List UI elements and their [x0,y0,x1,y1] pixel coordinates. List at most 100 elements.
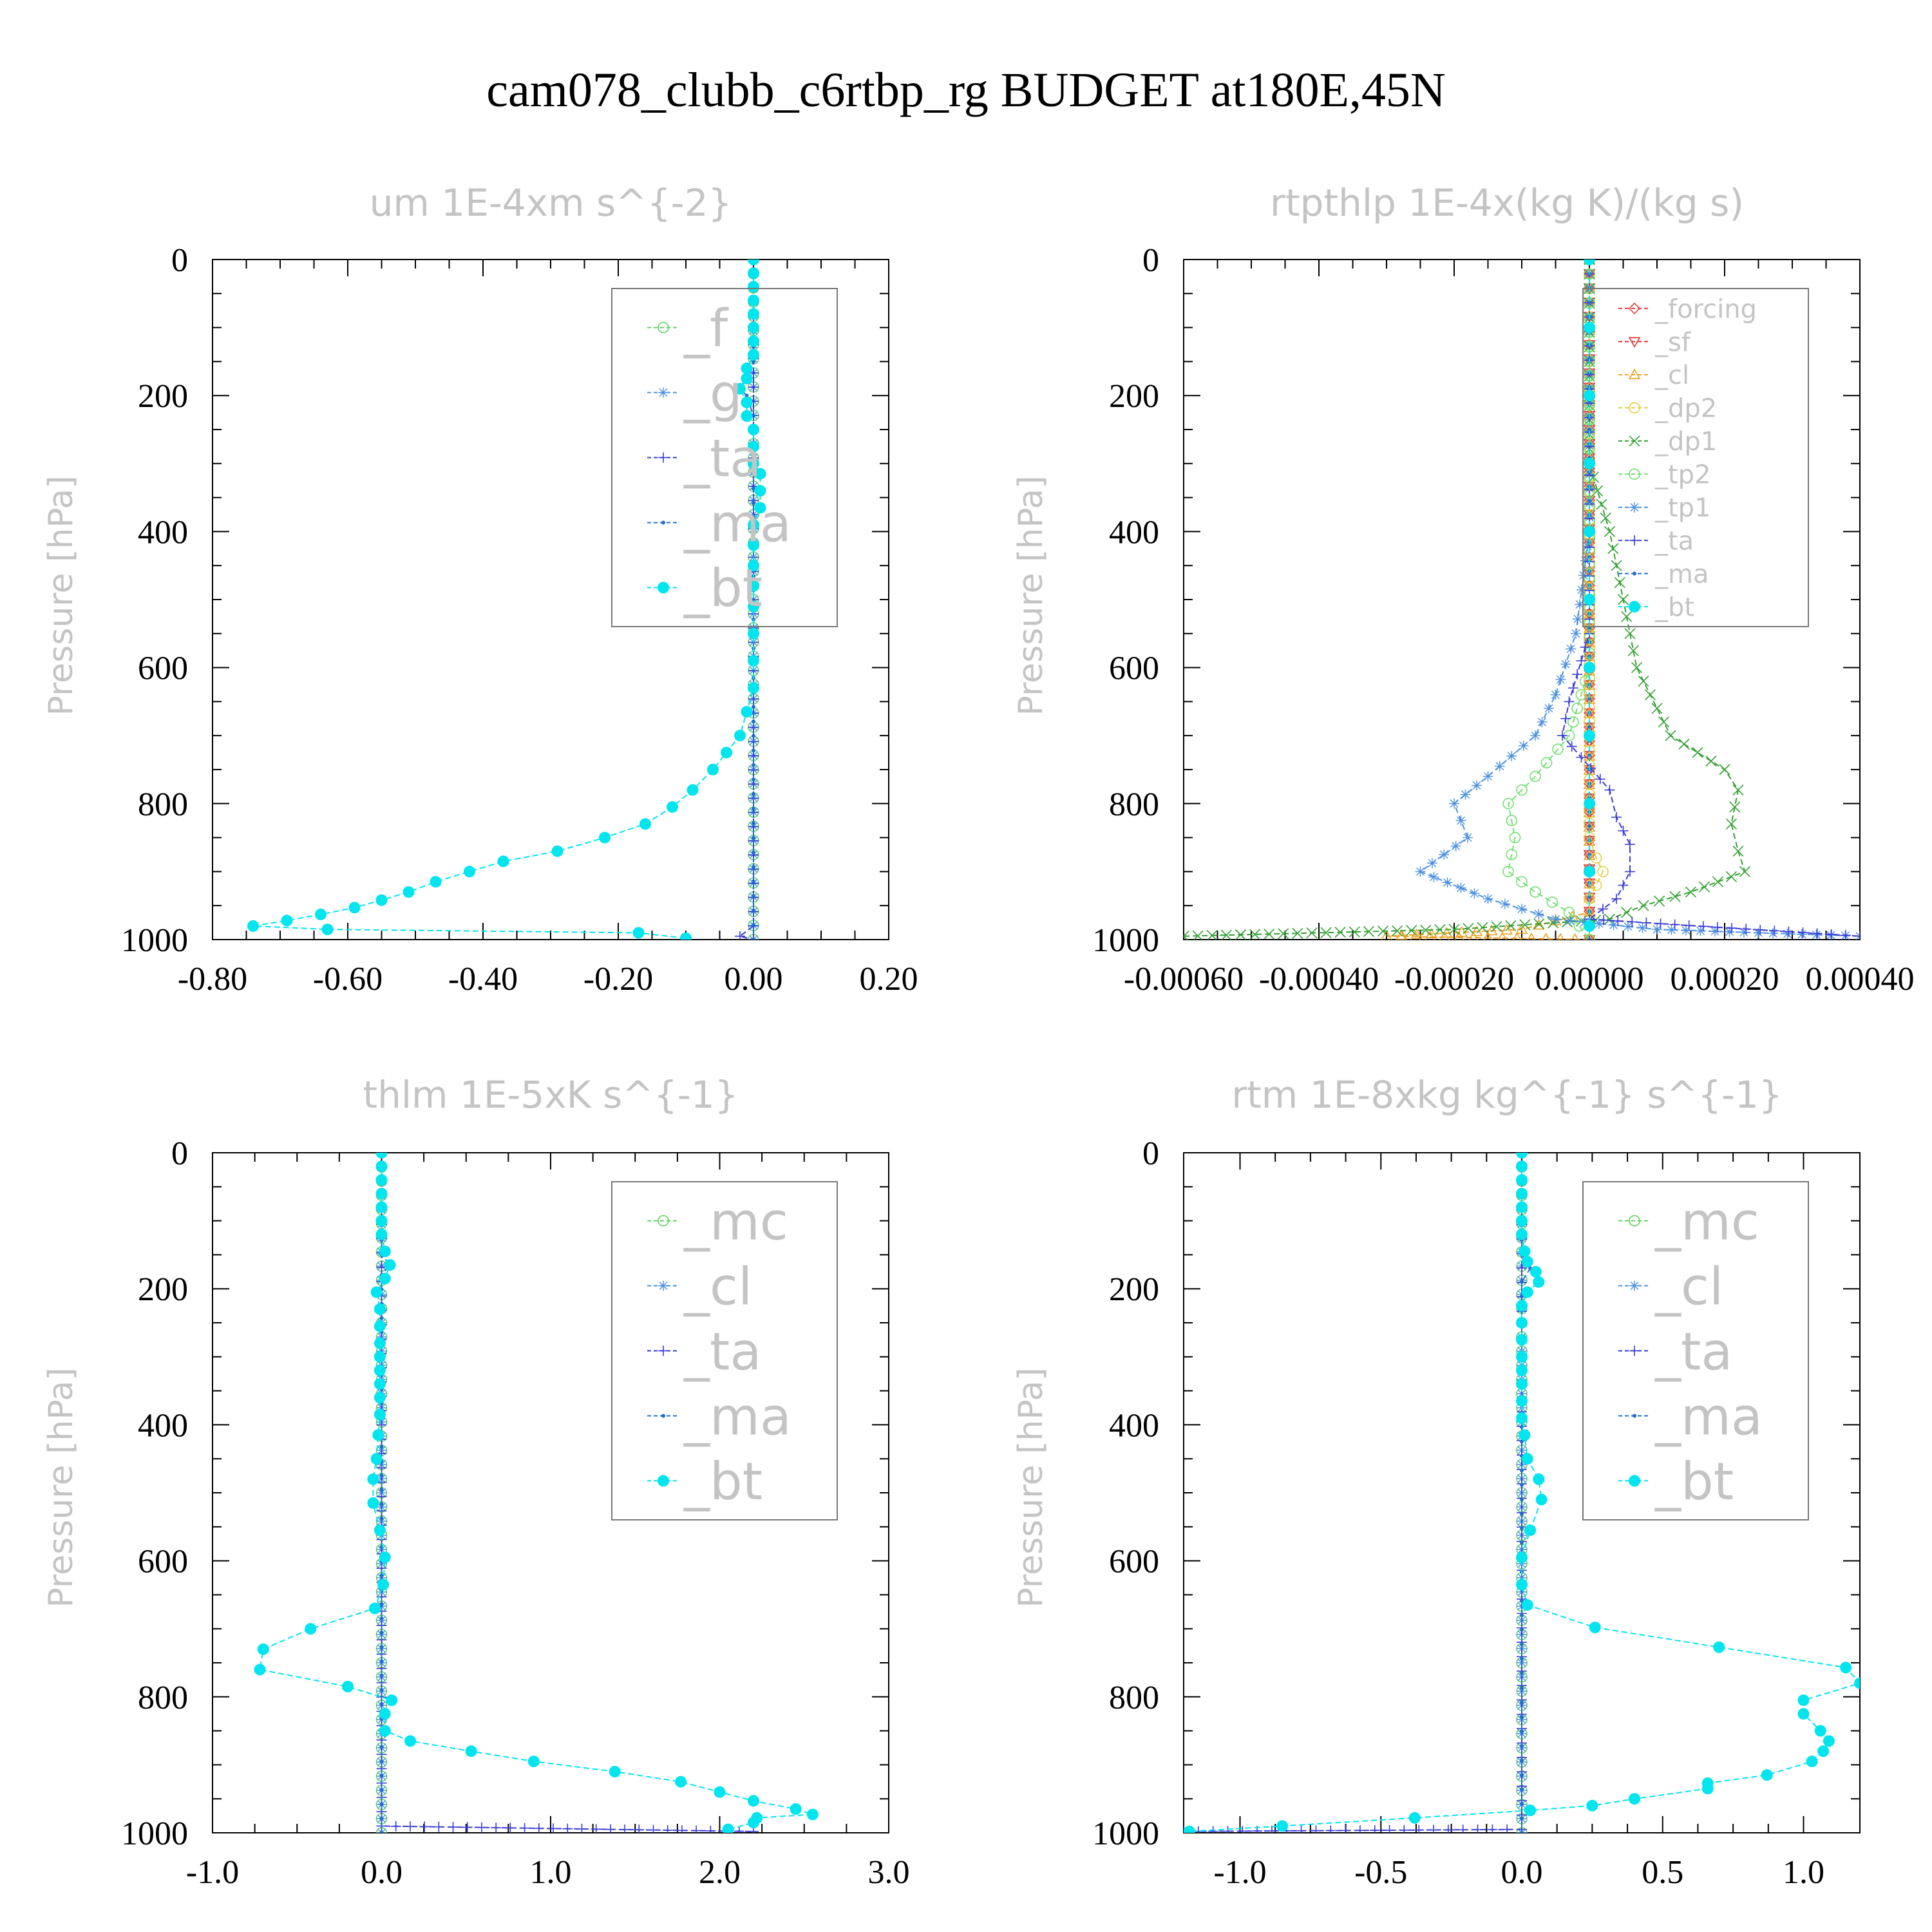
legend-marker [658,1215,669,1227]
legend-label: _ta [1654,1321,1732,1381]
chart-panel-rtpthlp: rtpthlp 1E-4x(kg K)/(kg s) Pressure [hPa… [1012,181,1915,998]
chart-panel-thlm: thlm 1E-5xK s^{-1} Pressure [hPa] 0 200 40… [42,1073,910,1891]
data-point [1584,526,1595,538]
series-bt [247,260,766,940]
data-point [748,934,759,940]
x-tick-label: 0.20 [860,961,918,998]
data-point [1725,871,1738,882]
data-point [1527,932,1536,940]
data-point [1463,832,1473,843]
data-point [1520,1758,1524,1763]
data-point [1530,886,1541,898]
data-point [1276,1820,1289,1832]
data-point [375,1215,388,1227]
legend-label: _forcing [1654,294,1757,324]
x-tick-label: 1.0 [1783,1854,1824,1891]
data-point [741,372,753,384]
data-point [1590,879,1602,891]
data-point [1685,886,1697,898]
data-point [1520,1642,1524,1647]
data-point [1482,893,1493,904]
data-point [752,806,755,811]
data-point [1644,689,1656,701]
data-point [1448,923,1460,935]
data-point [620,1824,630,1833]
series-bt [1184,1153,1860,1833]
series-bt [254,1153,819,1833]
data-point [1641,917,1652,928]
series-ta [1557,260,1860,940]
data-point [1502,798,1514,810]
data-point [748,294,759,307]
data-point [379,1273,391,1285]
data-point [1755,924,1766,935]
legend-entry-sf: _sf [1618,328,1691,357]
data-point [1604,784,1615,795]
data-point [1498,932,1507,940]
data-point [379,1702,384,1707]
data-point [1519,919,1531,931]
data-point [1222,1826,1233,1833]
data-point [754,468,766,480]
data-point [430,876,442,888]
legend-entry-cl: _cl [1618,1256,1723,1316]
data-point [1768,928,1778,939]
legend-box [1582,1181,1809,1520]
data-point [1701,1783,1714,1795]
data-point [748,260,759,265]
data-point [1665,730,1676,741]
data-point [374,1364,386,1376]
data-point [1655,918,1666,929]
legend-label: _ta [1654,527,1694,556]
legend-label: _mc [683,1191,788,1251]
data-point [752,501,755,506]
data-point [752,705,755,709]
data-point [379,1616,384,1620]
data-point [379,1602,384,1606]
data-point [1520,1468,1524,1473]
data-point [375,1188,388,1200]
data-point [1692,747,1703,759]
y-tick-label: 800 [1109,786,1159,823]
data-point [1406,925,1417,936]
data-point [1516,1378,1528,1390]
data-point [754,502,766,514]
chart-panel-um: um 1E-4xm s^{-2} Pressure [hPa] 0 200 400 6… [42,181,918,998]
data-point [1604,526,1616,537]
data-point [1840,1662,1852,1674]
data-point [1206,930,1218,940]
data-point [1425,931,1435,940]
data-point [1537,717,1548,728]
data-point [386,1694,398,1707]
data-point [1515,923,1528,934]
data-point [734,383,746,395]
data-point [1487,1824,1498,1833]
data-point [370,1453,383,1465]
data-point [1516,1153,1528,1159]
chart-title-um: um 1E-4xm s^{-2} [370,181,732,225]
data-point [379,1551,391,1564]
legend-label: _ma [683,493,791,553]
data-point [1457,1824,1468,1833]
data-point [1638,900,1649,911]
legend-marker [1629,1215,1640,1227]
ticks [1183,259,1861,940]
data-point [1584,321,1595,334]
legend-marker [1629,502,1640,513]
data-point [1320,927,1332,938]
data-point [1797,929,1807,940]
data-point [379,1659,384,1663]
data-point [741,362,753,374]
data-point [1520,1497,1524,1502]
y-tick-label: 400 [1109,1407,1159,1444]
data-point [1552,743,1564,755]
data-point [379,1245,391,1258]
legend-marker [658,1345,668,1356]
data-point [1669,891,1681,902]
series-line-tp2 [1507,260,1590,940]
data-point [1577,584,1587,595]
legend: _mc_cl_ta _ma _bt [611,1181,838,1520]
legend-label: _ta [683,428,761,488]
data-point [1594,918,1604,929]
data-point [1695,925,1706,936]
